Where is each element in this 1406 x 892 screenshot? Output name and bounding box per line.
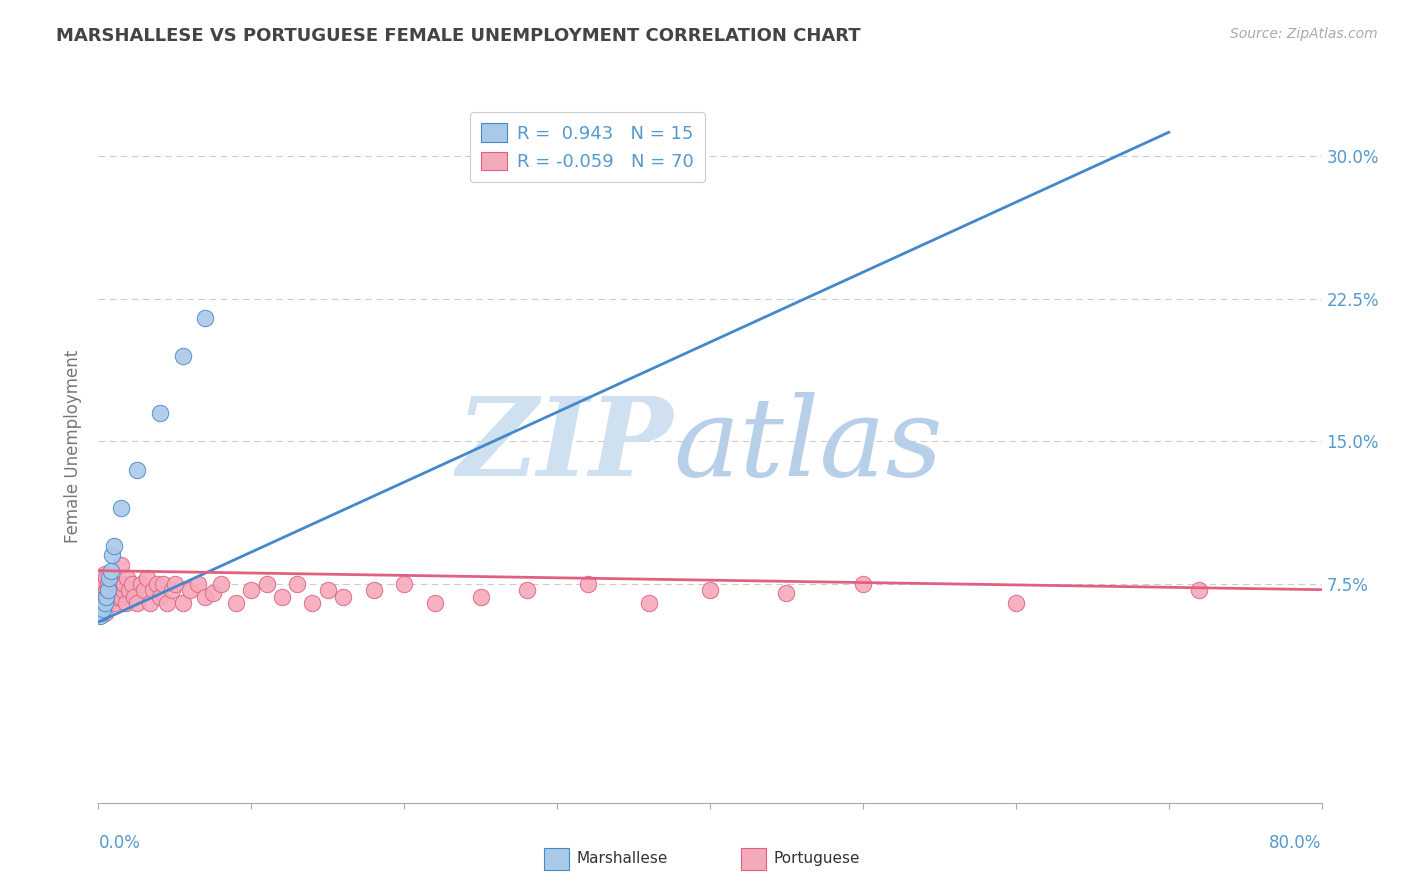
Point [172,596,194,610]
Legend: R =  0.943   N = 15, R = -0.059   N = 70: R = 0.943 N = 15, R = -0.059 N = 70 [471,112,704,182]
Point [110,558,132,572]
Point [100,591,122,605]
Point [90,606,112,620]
Point [775,586,797,600]
Point [149,406,172,420]
Point [139,596,162,610]
Point [142,582,165,597]
Point [316,582,339,597]
Point [108,577,131,591]
Point [105,591,128,605]
Point [576,577,599,591]
Point [152,577,174,591]
Point [118,582,141,597]
Bar [544,848,569,870]
Point [97,582,120,597]
Point [637,596,661,610]
Point [117,571,139,585]
Point [194,310,217,325]
Point [225,596,247,610]
Point [93,586,115,600]
Point [94,571,117,585]
Point [111,582,134,597]
Text: Portuguese: Portuguese [773,852,860,866]
Point [134,582,156,597]
Point [699,582,721,597]
Point [91,577,114,591]
Point [202,586,225,600]
Point [129,577,152,591]
Y-axis label: Female Unemployment: Female Unemployment [65,350,83,542]
Point [98,582,121,597]
Point [103,577,125,591]
Point [145,577,167,591]
Text: MARSHALLESE VS PORTUGUESE FEMALE UNEMPLOYMENT CORRELATION CHART: MARSHALLESE VS PORTUGUESE FEMALE UNEMPLO… [56,27,860,45]
Point [93,606,115,620]
Point [423,596,446,610]
Text: 0.0%: 0.0% [98,834,141,852]
Point [90,577,112,591]
Point [149,591,172,605]
Point [91,601,114,615]
Point [156,596,179,610]
Point [179,582,201,597]
Text: 80.0%: 80.0% [1270,834,1322,852]
Point [110,591,132,605]
Point [90,596,112,610]
Point [172,349,194,363]
Text: Marshallese: Marshallese [576,852,668,866]
Point [89,609,111,624]
Point [93,567,115,582]
Point [103,539,125,553]
Point [240,582,263,597]
Point [94,591,117,605]
Point [122,591,145,605]
Point [392,577,416,591]
Point [94,582,117,597]
Text: Source: ZipAtlas.com: Source: ZipAtlas.com [1230,27,1378,41]
Point [101,549,124,563]
Point [363,582,385,597]
Point [163,577,186,591]
Point [94,596,117,610]
Point [97,577,120,591]
Point [194,591,217,605]
Point [187,577,209,591]
Point [516,582,538,597]
Point [209,577,232,591]
Point [1188,582,1211,597]
Point [107,582,129,597]
Point [101,586,124,600]
Point [125,596,148,610]
Point [115,596,138,610]
Text: atlas: atlas [673,392,943,500]
Point [89,586,111,600]
Point [112,577,135,591]
Point [98,571,121,585]
Point [136,571,159,585]
Point [270,591,292,605]
Point [110,500,132,515]
Point [301,596,323,610]
Point [125,463,148,477]
Bar [741,848,766,870]
Point [93,596,115,610]
Point [332,591,354,605]
Point [100,577,122,591]
Point [256,577,278,591]
Point [852,577,875,591]
Point [1004,596,1026,610]
Point [121,577,143,591]
Point [97,591,120,605]
Point [100,564,122,578]
Point [91,591,114,605]
Point [160,582,183,597]
Point [470,591,492,605]
Point [98,596,121,610]
Point [285,577,308,591]
Point [103,596,125,610]
Text: ZIP: ZIP [457,392,673,500]
